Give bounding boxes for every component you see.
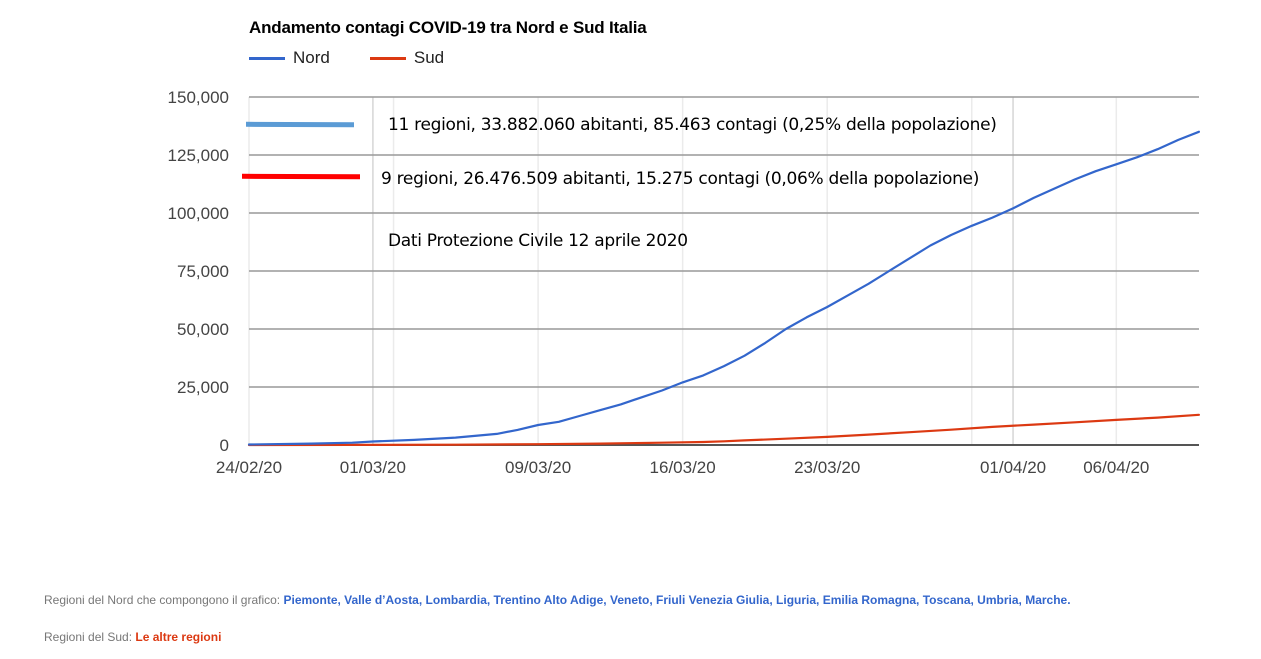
legend-label-sud: Sud [413,48,445,67]
horizontal-gridlines [249,96,1199,446]
series-line-nord [247,130,1201,446]
legend-swatch-nord [249,56,285,60]
x-tick-label: 06/04/20 [1083,458,1149,477]
x-tick-label: 01/03/20 [340,458,406,477]
legend-label-nord: Nord [293,48,330,67]
annotation-bar-nord [245,121,355,128]
chart-title: Andamento contagi COVID-19 tra Nord e Su… [249,18,647,37]
y-tick-label: 125,000 [168,146,229,165]
line-chart: 0 25,000 50,000 75,000 100,000 125,000 150,000… [168,88,1201,477]
y-tick-label: 25,000 [177,378,229,397]
y-tick-label: 150,000 [168,88,229,107]
y-tick-label: 75,000 [177,262,229,281]
legend-item-sud[interactable]: Sud [369,48,445,68]
x-tick-label: 16/03/20 [650,458,716,477]
annotation-nord: 11 regioni, 33.882.060 abitanti, 85.463 … [388,115,997,135]
x-tick-label: 24/02/20 [216,458,282,477]
y-axis-labels: 0 25,000 50,000 75,000 100,000 125,000 150,000 [168,88,229,455]
footer-sud: Regioni del Sud: Le altre regioni [44,630,221,644]
footer-nord-label: Regioni del Nord che compongono il grafi… [44,593,284,607]
footer-sud-regions: Le altre regioni [135,630,222,644]
legend-item-nord[interactable]: Nord [249,48,330,68]
y-tick-label: 50,000 [177,320,229,339]
series-lines [247,130,1201,447]
footer-nord-regions: Piemonte, Valle d’Aosta, Lombardia, Tren… [283,593,1071,607]
annotation-bar-sud [241,173,361,180]
x-tick-label: 23/03/20 [794,458,860,477]
x-axis-labels: 24/02/20 01/03/20 09/03/20 16/03/20 23/03/20… [216,458,1149,477]
x-tick-label: 09/03/20 [505,458,571,477]
y-tick-label: 0 [220,436,229,455]
annotation-source: Dati Protezione Civile 12 aprile 2020 [388,231,688,251]
y-tick-label: 100,000 [168,204,229,223]
x-tick-label: 01/04/20 [980,458,1046,477]
chart-legend: Nord Sud [249,48,484,68]
footer-nord: Regioni del Nord che compongono il grafi… [44,593,1071,607]
legend-swatch-sud [369,56,406,60]
footer-sud-label: Regioni del Sud: [44,630,136,644]
annotation-sud: 9 regioni, 26.476.509 abitanti, 15.275 c… [381,169,980,189]
series-line-sud [247,413,1201,447]
